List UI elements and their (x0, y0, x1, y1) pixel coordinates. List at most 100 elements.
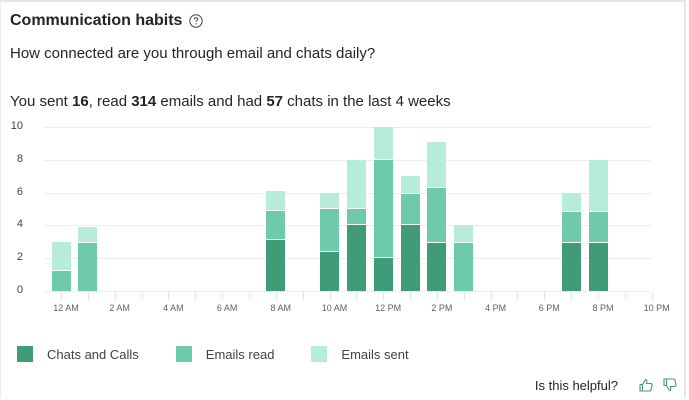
feedback-footer: Is this helpful? (535, 377, 678, 393)
bar-12-am[interactable] (51, 241, 71, 291)
bar-11-am[interactable] (346, 159, 366, 291)
x-axis-label: 12 PM (375, 303, 402, 313)
x-axis-label: 12 AM (53, 303, 79, 313)
x-axis-tick (114, 292, 116, 300)
bar-segment-emails-sent (266, 190, 286, 211)
x-axis-tick (571, 292, 573, 300)
x-axis-tick (436, 292, 438, 300)
bar-segment-emails-sent (78, 227, 98, 244)
x-axis-tick (598, 292, 599, 300)
thumbs-down-icon[interactable] (662, 377, 678, 393)
x-axis-label: 4 PM (485, 303, 507, 313)
bar-segment-emails-sent (51, 241, 71, 272)
y-axis-label: 8 (16, 152, 23, 165)
summary-text: You sent 16, read 314 emails and had 57 … (10, 93, 451, 110)
bar-segment-emails-read (346, 209, 366, 226)
bar-segment-emails-read (320, 209, 339, 252)
x-axis-tick (383, 292, 385, 300)
bar-segment-emails-sent (320, 192, 339, 209)
x-axis-label: 8 PM (592, 303, 614, 313)
bar-segment-emails-read (266, 210, 286, 241)
bar-segment-chats-and-calls (561, 243, 581, 291)
legend-item-emails-sent[interactable]: Emails sent (311, 346, 409, 362)
chats-count: 57 (266, 93, 284, 110)
bar-10-am[interactable] (320, 192, 339, 291)
x-axis-tick (195, 292, 197, 300)
bar-segment-emails-read (427, 187, 447, 244)
legend-label: Emails sent (341, 346, 409, 362)
x-axis-tick (248, 292, 250, 300)
bar-segment-emails-sent (588, 159, 608, 213)
thumbs-up-icon[interactable] (638, 377, 654, 393)
x-axis-tick (490, 292, 492, 300)
bar-segment-chats-and-calls (400, 225, 420, 291)
x-axis-tick (410, 292, 412, 300)
bar-8-pm[interactable] (588, 159, 608, 291)
title-row: Communication habits (10, 12, 204, 30)
x-axis-label: 8 AM (270, 303, 292, 313)
summary-mid2: emails and had (156, 93, 267, 110)
bar-12-pm[interactable] (373, 127, 393, 291)
bar-segment-emails-read (454, 243, 474, 291)
x-axis-tick (275, 292, 277, 300)
bar-segment-emails-read (78, 243, 98, 291)
x-axis-tick (517, 292, 519, 300)
gridline (44, 127, 651, 128)
bar-segment-emails-read (588, 212, 608, 244)
bar-3-pm[interactable] (454, 225, 474, 291)
x-axis-tick (356, 292, 358, 300)
x-axis-tick (87, 292, 89, 300)
y-axis-label: 2 (16, 251, 23, 264)
gridline (44, 291, 651, 292)
x-axis-label: 6 AM (216, 303, 238, 313)
x-axis-tick (222, 292, 224, 300)
bar-7-pm[interactable] (561, 192, 581, 291)
bar-segment-emails-read (561, 212, 581, 244)
x-axis-tick (624, 292, 626, 300)
legend-item-chats[interactable]: Chats and Calls (17, 346, 139, 362)
bar-segment-emails-read (51, 271, 71, 291)
question-circle-icon[interactable] (189, 14, 204, 28)
legend-swatch-emails-sent (311, 346, 328, 362)
x-axis-tick (544, 292, 546, 300)
x-axis-tick (463, 292, 465, 300)
bar-segment-chats-and-calls (266, 240, 286, 291)
bar-segment-emails-sent (346, 159, 366, 209)
summary-suffix: chats in the last 4 weeks (283, 93, 451, 110)
bar-1-pm[interactable] (400, 176, 420, 291)
bar-segment-emails-sent (427, 141, 447, 188)
y-axis-label: 6 (16, 185, 23, 198)
x-axis-label: 2 PM (431, 303, 453, 313)
y-axis-label: 4 (16, 218, 23, 231)
feedback-question: Is this helpful? (534, 377, 618, 393)
x-axis-tick (302, 292, 304, 300)
card-title: Communication habits (10, 12, 183, 29)
bar-2-pm[interactable] (427, 141, 447, 291)
legend-label: Chats and Calls (47, 346, 139, 362)
x-axis-tick (61, 292, 62, 300)
bar-segment-chats-and-calls (320, 251, 339, 291)
bar-segment-chats-and-calls (588, 243, 608, 291)
bar-segment-emails-sent (454, 225, 474, 244)
bar-segment-emails-sent (373, 127, 393, 160)
bar-segment-chats-and-calls (346, 225, 366, 291)
legend-item-emails-read[interactable]: Emails read (175, 346, 274, 362)
bar-1-am[interactable] (78, 227, 98, 291)
x-axis-tick (168, 292, 170, 300)
bar-segment-emails-read (373, 159, 393, 259)
y-axis-label: 0 (16, 284, 23, 296)
bar-segment-emails-sent (561, 192, 581, 213)
bar-segment-chats-and-calls (373, 258, 393, 291)
legend-swatch-emails-read (175, 346, 192, 362)
x-axis-label: 2 AM (109, 303, 130, 313)
chart-legend: Chats and Calls Emails read Emails sent (17, 346, 446, 362)
x-axis-tick (651, 292, 653, 300)
x-axis-tick (141, 292, 143, 300)
bar-8-am[interactable] (266, 190, 286, 291)
x-axis-label: 6 PM (538, 303, 560, 313)
x-axis-label: 10 AM (321, 303, 348, 313)
x-axis-tick (329, 292, 331, 300)
sent-count: 16 (72, 93, 89, 110)
bar-segment-emails-sent (400, 176, 420, 195)
